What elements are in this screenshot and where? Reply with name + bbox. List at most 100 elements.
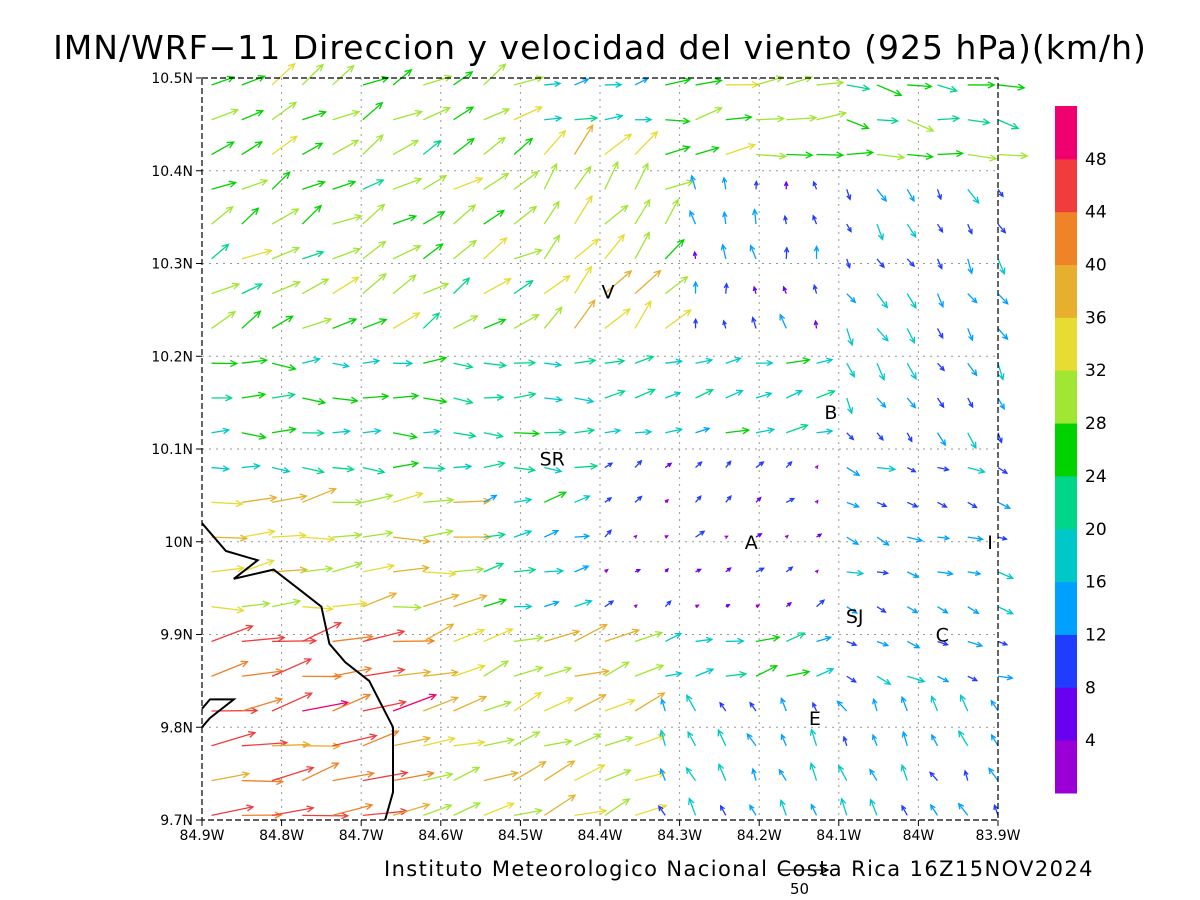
wind-vector-head (317, 398, 327, 406)
wind-vector-head (451, 593, 460, 601)
wind-vector-head (477, 739, 486, 747)
wind-vector-head (722, 210, 728, 218)
wind-vector-head (645, 116, 653, 123)
wind-vector (332, 109, 361, 121)
wind-vector-head (689, 209, 695, 217)
wind-vector-shaft (271, 247, 300, 260)
wind-vector (604, 160, 619, 190)
axis-ticks: 84.9W 84.8W 84.7W 84.6W 84.5W 84.4W 84.3W 84.2W… (151, 71, 1020, 844)
wind-vector (876, 117, 900, 125)
wind-vector-head (377, 467, 386, 475)
wind-vector-head (909, 195, 915, 203)
wind-vector (271, 598, 302, 608)
wind-vector (422, 211, 446, 225)
wind-vector-shaft (876, 258, 885, 268)
wind-vector-head (227, 310, 237, 319)
wind-vector (271, 362, 297, 372)
wind-vector-shaft (544, 601, 559, 608)
wind-vector (453, 594, 488, 608)
wind-vector (990, 733, 999, 747)
wind-vector-shaft (483, 396, 504, 399)
wind-vector (695, 145, 720, 156)
city-label: SJ (846, 606, 864, 628)
wind-vector (543, 129, 567, 155)
wind-vector-shaft (604, 600, 614, 608)
wind-vector-shaft (241, 283, 262, 295)
wind-vector (876, 362, 886, 382)
wind-vector-shaft (967, 223, 973, 234)
wind-vector (392, 668, 432, 677)
wind-vector-head (814, 569, 819, 574)
colorbar-segment (1055, 158, 1077, 213)
wind-vector-head (848, 434, 855, 441)
wind-vector (665, 117, 691, 125)
wind-vector-head (411, 392, 420, 400)
wind-vector (937, 535, 951, 541)
wind-vector (906, 432, 913, 443)
wind-vector-head (597, 764, 606, 772)
wind-vector-shaft (901, 696, 908, 712)
wind-vector-shaft (665, 428, 682, 434)
wind-vector-shaft (876, 362, 885, 380)
wind-vector-head (316, 63, 324, 72)
wind-vector (544, 428, 567, 436)
wind-vector-head (235, 500, 244, 508)
wind-vector-shaft (876, 397, 886, 408)
wind-vector (483, 494, 498, 503)
wind-vector-head (624, 269, 633, 278)
wind-vector-head (327, 535, 336, 543)
wind-vector-head (939, 365, 946, 372)
wind-vector-head (916, 536, 924, 543)
wind-vector-head (476, 565, 485, 574)
wind-vector-head (433, 139, 442, 148)
wind-vector-head (590, 114, 599, 123)
wind-vector-shaft (786, 359, 810, 364)
wind-vector-shaft (543, 235, 560, 260)
wind-vector-shaft (392, 432, 417, 438)
wind-vector-head (989, 154, 998, 162)
wind-vector (513, 691, 543, 712)
wind-vector-head (797, 632, 806, 639)
wind-vector-shaft (241, 393, 266, 399)
wind-vector (453, 397, 474, 405)
wind-vector-head (257, 75, 267, 82)
wind-vector-head (282, 466, 291, 474)
wind-vector (876, 397, 887, 409)
wind-vector-head (800, 423, 809, 431)
wind-vector-shaft (785, 390, 802, 399)
wind-vector (544, 529, 560, 538)
wind-vector (604, 661, 631, 677)
wind-vector-shaft (574, 238, 600, 260)
wind-vector-head (909, 261, 916, 268)
wind-vector (634, 664, 665, 677)
wind-vector-head (266, 559, 276, 566)
wind-vector-shaft (688, 798, 697, 816)
wind-vector-shaft (483, 462, 505, 469)
wind-vector-head (593, 733, 602, 741)
wind-vector (483, 393, 505, 401)
wind-vector (211, 243, 230, 260)
wind-vector (751, 316, 757, 329)
wind-vector-head (804, 75, 814, 83)
wind-vector-shaft (574, 764, 605, 782)
wind-vector-head (228, 180, 238, 188)
wind-vector (392, 770, 436, 782)
wind-vector-shaft (816, 112, 846, 121)
wind-vector (967, 535, 984, 542)
wind-vector-head (884, 678, 892, 685)
wind-vector-head (231, 282, 241, 290)
wind-vector-head (439, 174, 448, 182)
wind-vector-head (314, 204, 323, 213)
wind-vector-head (276, 777, 285, 786)
wind-vector (423, 570, 457, 578)
wind-vector (483, 63, 507, 86)
wind-vector-head (787, 601, 793, 607)
wind-vector-head (479, 594, 488, 602)
wind-vector-shaft (930, 804, 939, 816)
wind-vector (937, 501, 948, 508)
wind-vector (846, 501, 861, 508)
wind-vector (997, 640, 1009, 646)
wind-vector-head (888, 465, 897, 473)
wind-vector-shaft (513, 466, 535, 471)
wind-vector-shaft (725, 143, 756, 156)
